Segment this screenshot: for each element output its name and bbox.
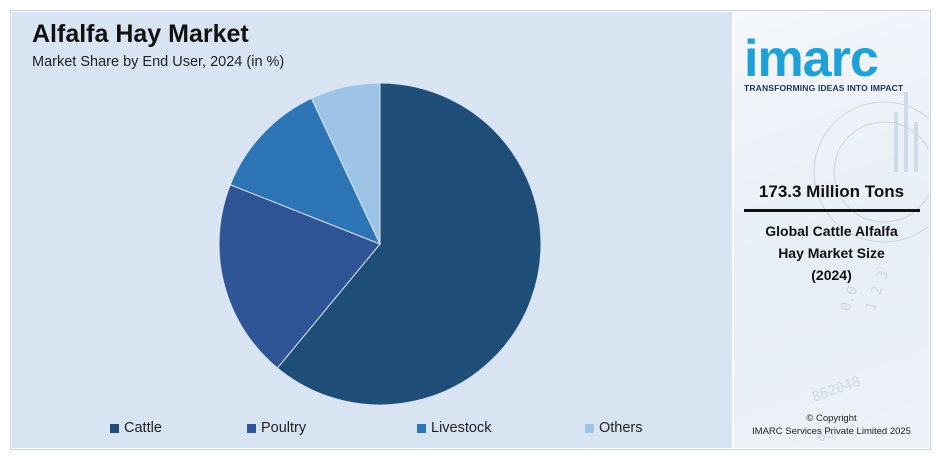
svg-text:68: 68 <box>815 425 836 446</box>
chart-legend: Cattle Poultry Livestock Others <box>12 420 732 440</box>
chart-subtitle: Market Share by End User, 2024 (in %) <box>32 54 285 70</box>
legend-item-others: Others <box>585 420 643 436</box>
pie-slice-livestock <box>229 97 381 245</box>
legend-swatch <box>247 423 256 433</box>
legend-item-poultry: Poultry <box>247 420 306 436</box>
legend-swatch <box>110 423 119 433</box>
legend-label: Poultry <box>261 420 307 436</box>
pie-chart <box>218 82 542 406</box>
pie-slice-cattle <box>276 82 542 406</box>
background-decoration: 0.0 1 2 3 862048 68 <box>810 92 929 446</box>
legend-item-cattle: Cattle <box>110 420 162 436</box>
svg-text:0.0: 0.0 <box>838 284 862 313</box>
imarc-logo: imarc <box>744 33 919 85</box>
copyright-line1: © Copyright <box>806 413 857 424</box>
chart-panel: Alfalfa Hay Market Market Share by End U… <box>12 12 732 448</box>
legend-label: Cattle <box>124 420 162 436</box>
legend-label: Livestock <box>431 420 492 436</box>
legend-swatch <box>417 423 426 433</box>
svg-text:862048: 862048 <box>810 373 863 405</box>
legend-swatch <box>585 423 594 433</box>
copyright: © Copyright IMARC Services Private Limit… <box>734 412 929 438</box>
logo-text: imarc <box>744 30 879 88</box>
legend-item-livestock: Livestock <box>417 420 491 436</box>
stat-label-line1: Global Cattle Alfalfa <box>765 223 898 239</box>
chart-title: Alfalfa Hay Market <box>32 20 249 48</box>
stat-label-line3: (2024) <box>811 267 852 283</box>
stat-value: 173.3 Million Tons <box>758 182 905 201</box>
pie-slice-poultry <box>218 184 381 369</box>
stat-divider <box>744 209 920 212</box>
stat-label-line2: Hay Market Size <box>778 245 885 261</box>
brand-tagline: TRANSFORMING IDEAS INTO IMPACT <box>744 83 904 93</box>
info-panel: 0.0 1 2 3 862048 68 imarc TRANSFORMING I… <box>734 12 929 448</box>
copyright-line2: IMARC Services Private Limited 2025 <box>752 426 911 437</box>
legend-label: Others <box>599 420 643 436</box>
pie-slice-others <box>310 82 381 245</box>
stat-label: Global Cattle Alfalfa Hay Market Size (2… <box>734 220 929 286</box>
chart-frame <box>10 10 931 450</box>
